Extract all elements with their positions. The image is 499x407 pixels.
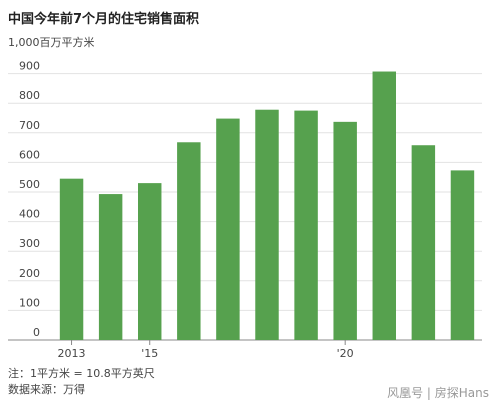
watermark: 风凰号 | 房探Hans (387, 386, 489, 400)
footnote-unit: 注：1平方米 = 10.8平方英尺 (8, 367, 155, 380)
y-tick-label: 0 (33, 326, 40, 339)
y-tick-label: 300 (19, 237, 40, 250)
y-tick-label: 500 (19, 178, 40, 191)
bars (59, 71, 475, 341)
x-axis-ticks: 2013 '15 '20 (58, 340, 354, 360)
bar-2023 (450, 170, 475, 340)
y-tick-label: 100 (19, 296, 40, 309)
chart-title: 中国今年前7个月的住宅销售面积 (8, 12, 200, 27)
x-tick-label: '15 (141, 347, 158, 360)
y-axis-unit-label: 1,000百万平方米 (8, 36, 95, 49)
y-tick-label: 800 (19, 89, 40, 102)
y-axis-ticks: 0 100 200 300 400 500 600 700 800 900 (19, 60, 40, 339)
bar-2019 (294, 110, 318, 340)
bar-2016 (177, 142, 201, 340)
y-tick-label: 400 (19, 208, 40, 221)
y-tick-label: 600 (19, 148, 40, 161)
footnote-source: 数据来源：万得 (8, 383, 85, 396)
y-tick-label: 900 (19, 60, 40, 73)
x-tick-label: '20 (337, 347, 354, 360)
y-tick-label: 200 (19, 267, 40, 280)
y-tick-label: 700 (19, 119, 40, 132)
bar-2017 (216, 118, 240, 340)
bar-2022 (411, 145, 436, 340)
bar-2015 (138, 183, 162, 340)
bar-2013 (59, 178, 84, 340)
bar-2021 (372, 71, 396, 340)
bar-2018 (255, 109, 279, 340)
x-tick-label: 2013 (58, 347, 86, 360)
gridlines (8, 73, 482, 341)
bar-2014 (98, 194, 123, 340)
bar-2020 (333, 121, 357, 341)
